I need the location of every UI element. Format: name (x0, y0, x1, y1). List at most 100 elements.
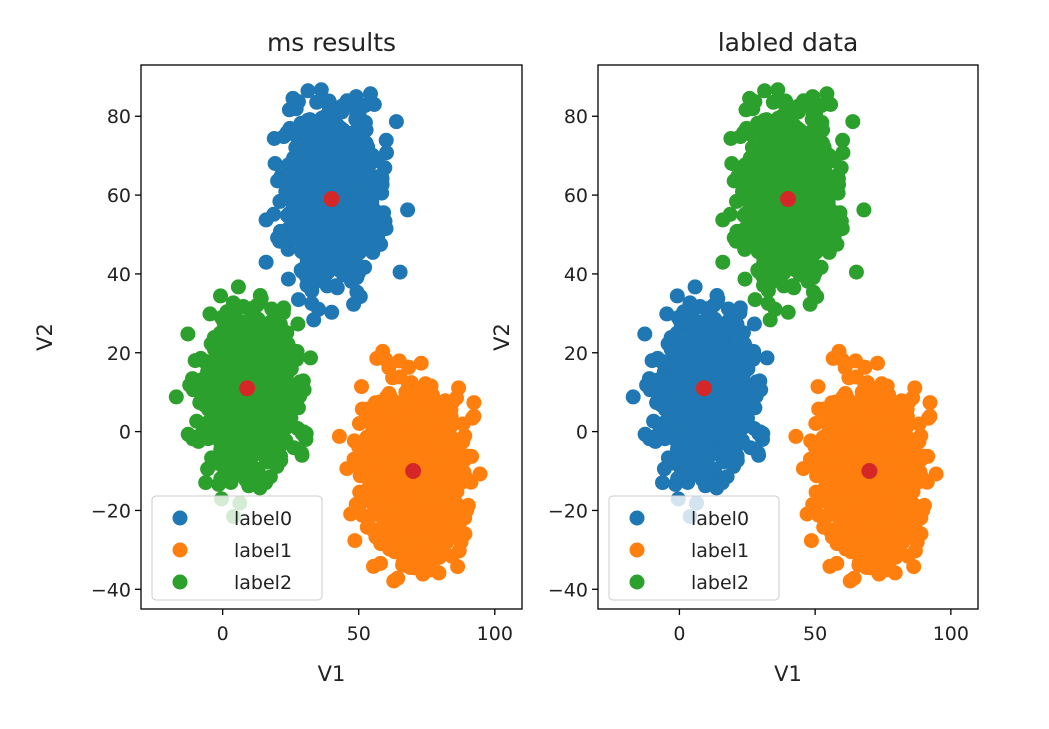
data-point (213, 419, 229, 435)
data-point (351, 439, 367, 455)
data-point (379, 389, 395, 405)
data-point (865, 533, 881, 548)
data-point (842, 573, 858, 589)
data-point (221, 441, 237, 457)
data-point (267, 156, 283, 171)
data-point (840, 414, 856, 430)
data-point (417, 520, 433, 536)
data-point (357, 259, 373, 275)
data-point (331, 428, 347, 444)
data-point (280, 336, 296, 352)
data-point (709, 401, 725, 417)
data-point (894, 395, 910, 411)
data-point (230, 279, 246, 295)
legend-marker-label1 (172, 542, 188, 558)
data-point (327, 107, 343, 123)
y-tick-label: −40 (91, 579, 131, 601)
data-point (822, 558, 838, 574)
data-point (267, 384, 283, 400)
data-point (455, 416, 471, 432)
data-point (681, 343, 697, 359)
data-point (286, 187, 302, 203)
data-point (272, 233, 288, 249)
data-point (361, 167, 376, 183)
data-point (288, 140, 304, 155)
data-point (349, 284, 365, 300)
data-point (213, 288, 228, 304)
data-point (301, 130, 317, 146)
data-point (352, 124, 368, 140)
data-point (710, 364, 726, 380)
data-point (252, 401, 268, 417)
data-point (443, 510, 459, 526)
data-point (312, 226, 328, 242)
data-point (678, 363, 694, 379)
data-point (264, 301, 280, 317)
cluster-center-1 (405, 463, 422, 480)
data-point (676, 304, 692, 320)
data-point (223, 401, 239, 417)
data-point (392, 264, 408, 280)
data-point (857, 359, 873, 375)
data-point (276, 129, 292, 145)
data-point (708, 479, 724, 494)
data-point (678, 441, 694, 457)
data-point (191, 429, 206, 444)
cluster-center-2 (239, 380, 256, 397)
data-point (251, 479, 267, 494)
series-label1 (331, 343, 488, 589)
data-point (213, 471, 229, 486)
data-point (208, 358, 224, 374)
data-point (637, 326, 653, 342)
data-point (273, 422, 289, 438)
data-point (409, 533, 425, 548)
data-point (352, 496, 368, 512)
data-point (321, 93, 337, 109)
data-point (887, 565, 903, 581)
data-point (669, 288, 685, 304)
data-point (399, 414, 414, 430)
data-point (401, 359, 417, 375)
data-point (382, 541, 398, 557)
data-point (730, 437, 746, 453)
data-point (378, 132, 394, 148)
data-point (252, 288, 268, 303)
data-point (651, 372, 667, 388)
series-label0 (625, 279, 775, 524)
data-point (206, 330, 222, 345)
data-point (428, 542, 444, 558)
data-point (729, 316, 745, 332)
data-point (269, 371, 285, 387)
data-point (388, 114, 404, 130)
data-point (233, 451, 249, 467)
data-point (313, 154, 329, 170)
data-point (663, 330, 679, 345)
data-point (400, 202, 416, 218)
data-point (288, 101, 304, 117)
data-point (273, 437, 289, 453)
data-point (755, 426, 771, 441)
y-axis-label: V2 (33, 323, 57, 351)
data-point (906, 559, 922, 575)
data-point (899, 418, 915, 434)
data-point (258, 254, 274, 270)
y-tick-label: 40 (107, 264, 131, 286)
y-tick-label: 80 (107, 106, 131, 128)
data-point (663, 396, 679, 412)
data-point (687, 279, 703, 295)
data-point (409, 546, 425, 562)
data-point (807, 439, 823, 455)
data-point (368, 493, 384, 509)
data-point (321, 259, 336, 274)
data-point (168, 389, 184, 405)
data-point (307, 274, 322, 290)
legend-label-label1: label1 (234, 540, 292, 562)
data-point (655, 475, 670, 491)
data-point (811, 401, 827, 417)
data-point (759, 350, 775, 366)
data-point (384, 414, 399, 430)
data-point (922, 395, 938, 411)
data-point (261, 440, 277, 456)
data-point (299, 233, 314, 249)
